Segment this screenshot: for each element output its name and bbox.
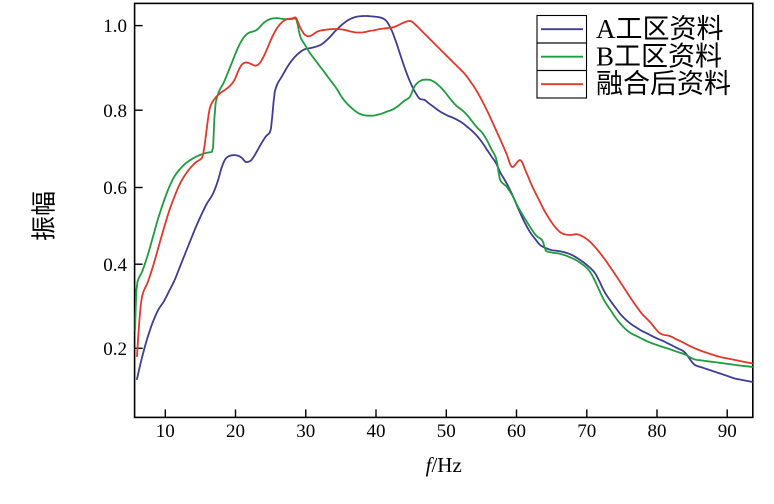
svg-text:B工区资料: B工区资料 — [596, 42, 722, 72]
svg-text:0.4: 0.4 — [103, 255, 127, 276]
svg-text:f/Hz: f/Hz — [426, 453, 462, 477]
svg-text:20: 20 — [226, 421, 245, 442]
svg-text:50: 50 — [437, 421, 456, 442]
svg-text:振幅: 振幅 — [31, 191, 59, 241]
svg-text:0.6: 0.6 — [103, 178, 127, 199]
svg-text:A工区资料: A工区资料 — [596, 14, 724, 44]
svg-text:0.8: 0.8 — [103, 101, 127, 122]
svg-text:60: 60 — [507, 421, 526, 442]
svg-text:80: 80 — [648, 421, 667, 442]
svg-text:10: 10 — [156, 421, 175, 442]
svg-text:1.0: 1.0 — [103, 16, 127, 37]
svg-text:0.2: 0.2 — [103, 339, 127, 360]
svg-text:70: 70 — [577, 421, 596, 442]
svg-text:40: 40 — [367, 421, 386, 442]
svg-text:融合后资料: 融合后资料 — [596, 69, 731, 99]
svg-text:30: 30 — [296, 421, 315, 442]
svg-text:90: 90 — [718, 421, 737, 442]
